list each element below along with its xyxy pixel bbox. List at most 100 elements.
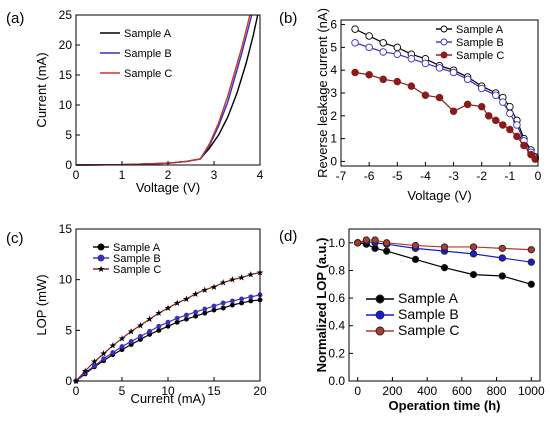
data-point — [498, 244, 506, 252]
x-tick-label: -2 — [476, 169, 487, 183]
x-tick-label: 4 — [257, 168, 264, 182]
data-point — [435, 64, 444, 72]
data-point — [239, 300, 245, 306]
data-point — [351, 25, 359, 33]
data-point — [137, 333, 143, 339]
data-point — [174, 315, 180, 321]
data-point — [119, 344, 125, 349]
x-axis-label: Voltage (V) — [136, 180, 200, 195]
legend-label: Sample B — [113, 253, 161, 265]
data-point — [229, 302, 235, 308]
x-tick-label: 1000 — [518, 384, 545, 398]
y-tick-label: 5 — [65, 323, 72, 337]
y-tick-label: 20 — [59, 38, 73, 52]
data-point: ★ — [127, 326, 135, 336]
data-point — [147, 328, 153, 334]
data-point — [183, 312, 189, 318]
y-tick-label: 1.0 — [328, 236, 345, 250]
data-point — [407, 55, 416, 63]
data-point: ★ — [109, 341, 117, 351]
y-tick-label: 0 — [65, 158, 72, 172]
y-tick-label: 1 — [330, 132, 337, 146]
data-point — [211, 307, 217, 313]
data-point — [351, 68, 359, 77]
data-point — [354, 239, 362, 247]
data-point — [492, 116, 500, 125]
data-point — [421, 59, 430, 68]
x-tick-label: -5 — [392, 169, 403, 183]
data-point — [211, 303, 217, 309]
legend-label: Sample B — [456, 37, 504, 49]
data-point: ★ — [100, 349, 108, 359]
y-tick-label: 0 — [330, 154, 337, 168]
data-point — [499, 121, 507, 129]
data-point — [477, 102, 486, 111]
y-tick-label: 0.4 — [328, 319, 345, 333]
data-point — [463, 100, 472, 109]
data-point: ★ — [201, 285, 209, 295]
y-tick-label: 3 — [330, 86, 337, 100]
x-tick-label: -7 — [336, 169, 347, 183]
data-point — [365, 32, 373, 40]
legend-marker — [97, 243, 105, 251]
x-tick-label: 200 — [382, 384, 402, 398]
data-point: ★ — [136, 320, 144, 330]
data-point — [463, 75, 472, 84]
data-point — [435, 93, 444, 102]
y-tick-label: 15 — [59, 68, 73, 82]
y-axis-label: Normalized LOP (a.u.) — [314, 238, 329, 373]
data-point — [379, 75, 387, 84]
legend-label: Sample C — [124, 68, 172, 80]
legend-marker — [375, 294, 385, 304]
data-point — [156, 323, 162, 329]
series-d-2 — [354, 237, 535, 266]
x-tick-label: -1 — [505, 169, 516, 183]
data-point — [248, 294, 254, 300]
x-tick-label: 15 — [207, 384, 221, 398]
y-tick-label: 5 — [65, 128, 72, 142]
y-tick-label: 5 — [330, 40, 337, 54]
data-point — [469, 243, 478, 251]
data-point — [379, 48, 387, 56]
data-point — [365, 70, 373, 79]
data-point — [440, 264, 449, 272]
legend-marker — [440, 38, 448, 46]
data-point — [362, 236, 371, 244]
data-point — [379, 39, 387, 47]
data-point — [440, 243, 449, 251]
x-tick-label: 10 — [161, 384, 175, 398]
legend-label: Sample C — [398, 322, 459, 338]
data-point — [174, 319, 180, 325]
data-point — [393, 43, 402, 52]
y-axis-label: Current (mA) — [34, 52, 49, 127]
series-line — [354, 42, 536, 159]
data-point — [156, 327, 162, 333]
y-tick-label: 0 — [65, 374, 72, 388]
panel-label-d: (d) — [279, 228, 297, 245]
panel-c: (c)★★★★★★★★★★★★★★★★★★★★★05101520051015Cu… — [6, 222, 267, 406]
panel-label-a: (a) — [6, 10, 24, 27]
series-b-3 — [351, 68, 539, 163]
data-point — [513, 121, 521, 129]
data-point: ★ — [182, 294, 190, 304]
y-tick-label: 2 — [330, 109, 337, 123]
series-line — [75, 14, 251, 166]
x-tick-label: 600 — [452, 384, 472, 398]
legend-label: Sample A — [456, 24, 504, 36]
legend-label: Sample A — [124, 28, 172, 40]
data-point — [220, 300, 226, 306]
data-point — [469, 250, 478, 258]
x-tick-label: -4 — [420, 169, 431, 183]
data-point — [165, 323, 171, 329]
legend-label: Sample B — [124, 48, 172, 60]
data-point: ★ — [81, 366, 89, 376]
legend-label: Sample C — [456, 50, 504, 62]
x-tick-label: -6 — [364, 169, 375, 183]
data-point — [411, 255, 420, 264]
x-tick-label: 0 — [73, 384, 80, 398]
legend-label: Sample A — [398, 290, 459, 306]
data-point — [128, 339, 134, 344]
data-point — [492, 91, 500, 100]
